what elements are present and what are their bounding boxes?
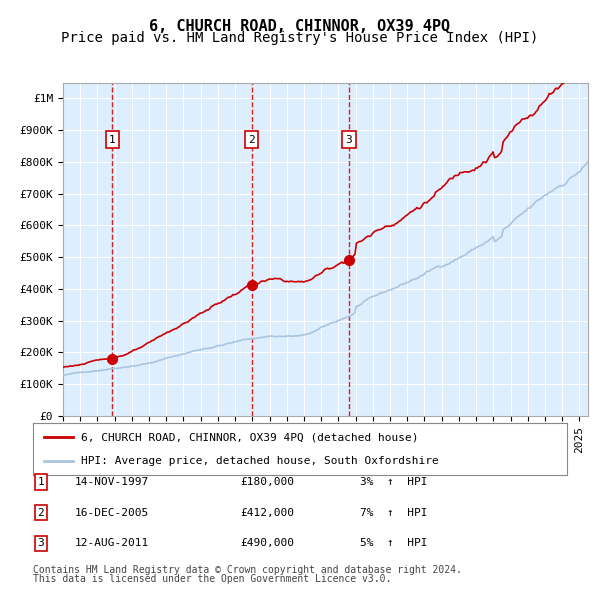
Text: £180,000: £180,000: [240, 477, 294, 487]
Text: 12-AUG-2011: 12-AUG-2011: [75, 539, 149, 548]
Text: Contains HM Land Registry data © Crown copyright and database right 2024.: Contains HM Land Registry data © Crown c…: [33, 565, 462, 575]
Text: £412,000: £412,000: [240, 508, 294, 517]
Text: HPI: Average price, detached house, South Oxfordshire: HPI: Average price, detached house, Sout…: [81, 456, 439, 466]
Text: 14-NOV-1997: 14-NOV-1997: [75, 477, 149, 487]
Text: 6, CHURCH ROAD, CHINNOR, OX39 4PQ (detached house): 6, CHURCH ROAD, CHINNOR, OX39 4PQ (detac…: [81, 432, 419, 442]
Text: 2: 2: [37, 508, 44, 517]
Text: 6, CHURCH ROAD, CHINNOR, OX39 4PQ: 6, CHURCH ROAD, CHINNOR, OX39 4PQ: [149, 19, 451, 34]
Text: Price paid vs. HM Land Registry's House Price Index (HPI): Price paid vs. HM Land Registry's House …: [61, 31, 539, 45]
Text: 2: 2: [248, 135, 255, 145]
Text: 5%  ↑  HPI: 5% ↑ HPI: [360, 539, 427, 548]
Text: 7%  ↑  HPI: 7% ↑ HPI: [360, 508, 427, 517]
Text: 1: 1: [37, 477, 44, 487]
Text: 3%  ↑  HPI: 3% ↑ HPI: [360, 477, 427, 487]
Text: 16-DEC-2005: 16-DEC-2005: [75, 508, 149, 517]
Text: 3: 3: [346, 135, 352, 145]
Text: £490,000: £490,000: [240, 539, 294, 548]
Text: This data is licensed under the Open Government Licence v3.0.: This data is licensed under the Open Gov…: [33, 574, 391, 584]
Text: 3: 3: [37, 539, 44, 548]
Text: 1: 1: [109, 135, 116, 145]
